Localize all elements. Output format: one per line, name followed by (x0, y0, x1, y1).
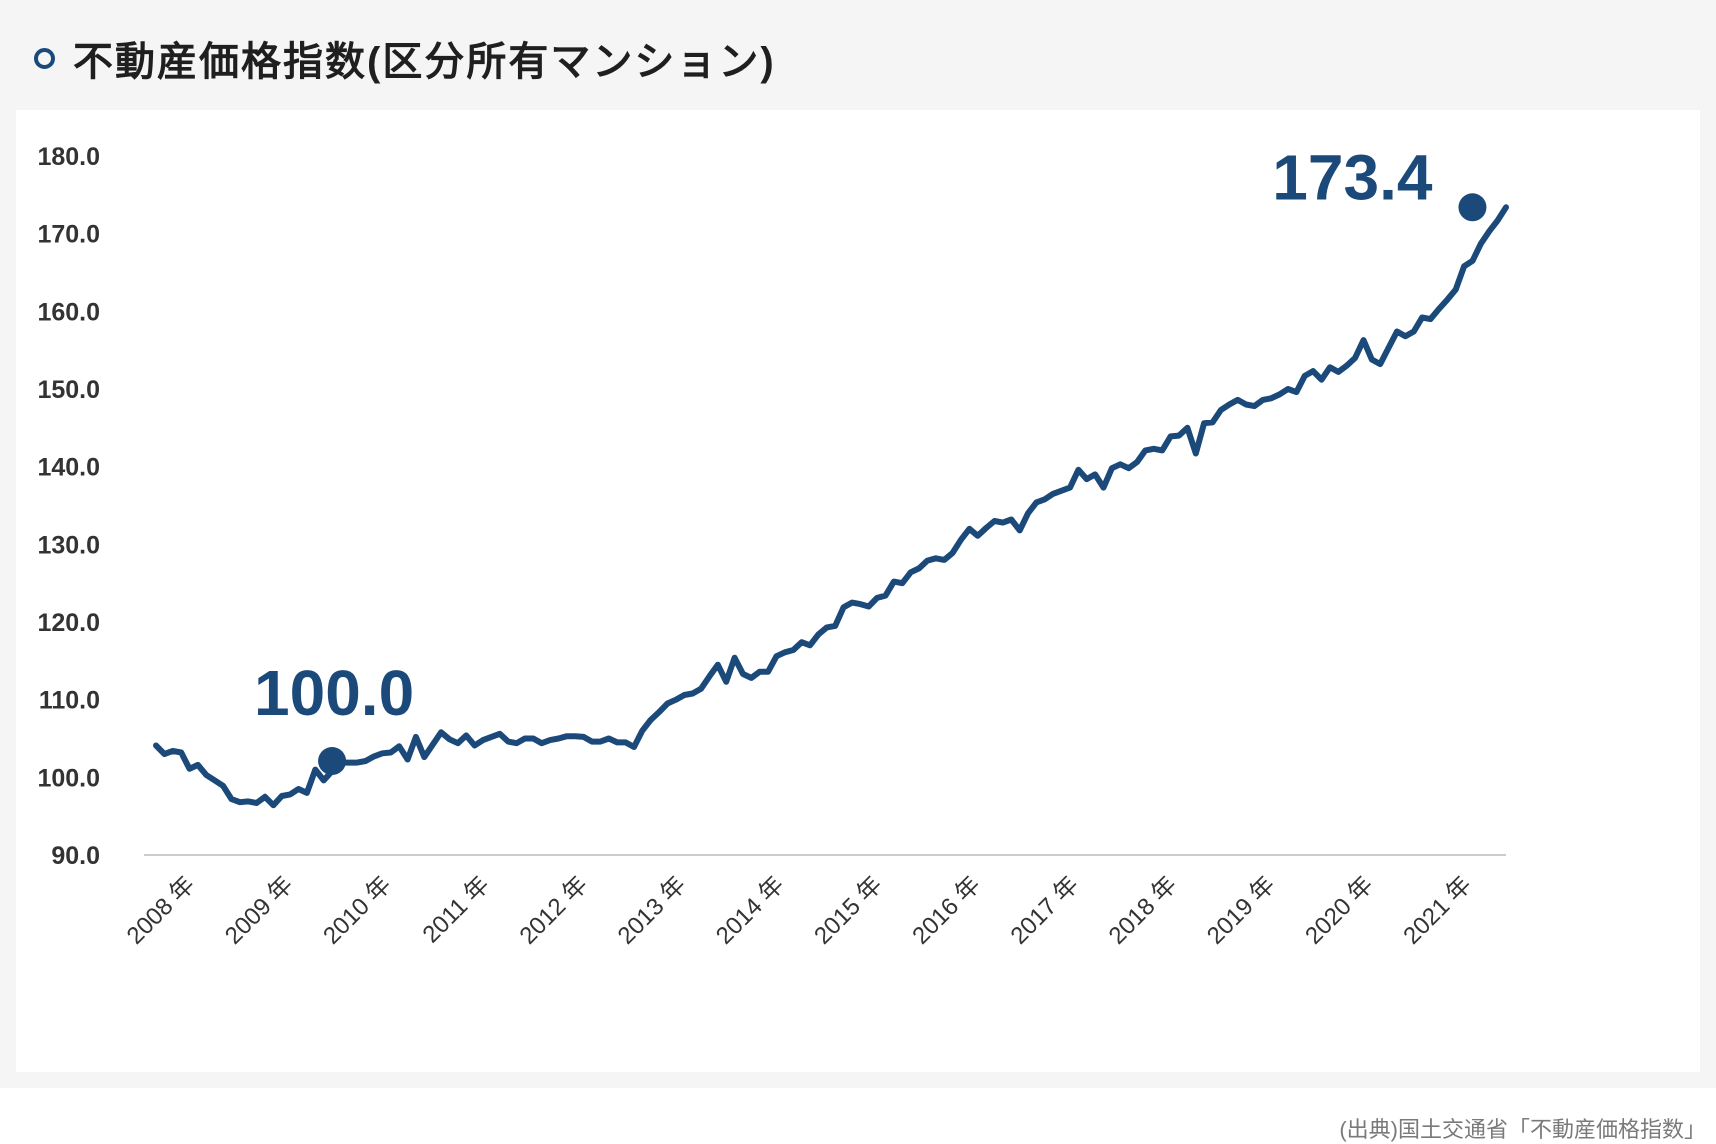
line-chart: 180.0 170.0 160.0 150.0 140.0 130.0 120.0 110.0… (37, 141, 1509, 950)
x-tick-label: 2010 年 (318, 871, 397, 950)
series-line (153, 204, 1509, 809)
data-point-marker (1458, 193, 1487, 222)
y-tick-label: 140.0 (37, 454, 100, 482)
y-tick-label: 170.0 (37, 221, 100, 249)
circle-bullet-icon (34, 47, 55, 69)
chart-card: 180.0 170.0 160.0 150.0 140.0 130.0 120.0 110.0… (16, 110, 1700, 1072)
x-tick-label: 2008 年 (122, 871, 201, 950)
page-panel: 不動産価格指数(区分所有マンション) 180.0 170.0 160.0 150.0 1… (16, 30, 1700, 1072)
x-tick-label: 2015 年 (809, 871, 888, 950)
x-tick-label: 2021 年 (1398, 871, 1477, 950)
data-label: 173.4 (1272, 141, 1433, 213)
x-tick-label: 2020 年 (1300, 871, 1379, 950)
chart-title: 不動産価格指数(区分所有マンション) (73, 40, 776, 84)
y-tick-label: 160.0 (37, 298, 100, 326)
y-tick-label: 90.0 (51, 842, 100, 870)
title-row: 不動産価格指数(区分所有マンション) (34, 30, 776, 86)
x-tick-label: 2009 年 (220, 871, 299, 950)
y-tick-label: 120.0 (37, 609, 100, 637)
x-tick-label: 2017 年 (1006, 871, 1085, 950)
source-note: (出典)国土交通省「不動産価格指数」 (1339, 1117, 1706, 1142)
data-label: 100.0 (254, 657, 414, 729)
y-tick-label: 110.0 (39, 687, 100, 715)
x-tick-label: 2012 年 (515, 871, 594, 950)
data-point-marker (318, 747, 347, 776)
y-tick-label: 180.0 (37, 143, 100, 171)
x-tick-label: 2019 年 (1202, 871, 1281, 950)
y-tick-label: 100.0 (37, 764, 100, 792)
x-tick-label: 2014 年 (711, 871, 790, 950)
y-tick-label: 130.0 (37, 531, 100, 559)
x-tick-label: 2016 年 (907, 871, 986, 950)
y-tick-label: 150.0 (37, 376, 100, 404)
x-tick-label: 2011 年 (418, 871, 495, 948)
x-tick-label: 2013 年 (613, 871, 692, 950)
x-tick-label: 2018 年 (1104, 871, 1183, 950)
